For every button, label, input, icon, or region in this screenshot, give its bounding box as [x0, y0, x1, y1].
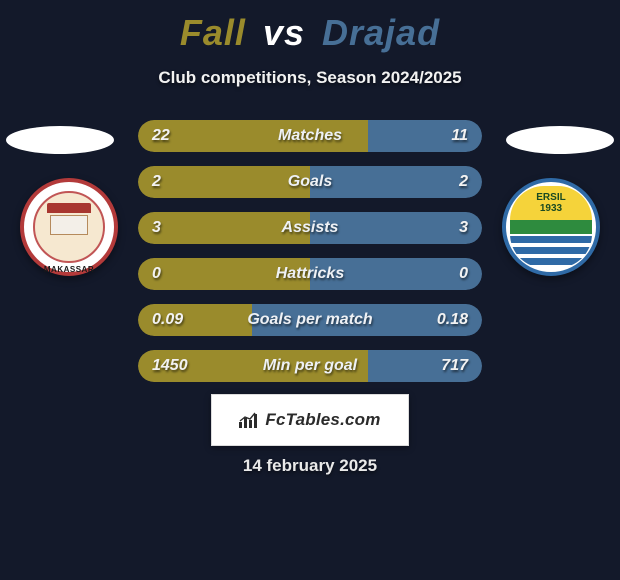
- stats-panel: 2211Matches22Goals33Assists00Hattricks0.…: [138, 120, 482, 396]
- comparison-container: Fall vs Drajad Club competitions, Season…: [0, 0, 620, 580]
- badge-roof-shape: [47, 203, 91, 213]
- stat-value-left: 0.09: [138, 304, 197, 336]
- stat-value-left: 0: [138, 258, 175, 290]
- stat-value-left: 3: [138, 212, 175, 244]
- stat-value-left: 1450: [138, 350, 202, 382]
- stat-value-left: 2: [138, 166, 175, 198]
- player2-name: Drajad: [322, 12, 440, 53]
- brand-text: FcTables.com: [265, 410, 380, 430]
- brand-chart-icon: [239, 412, 259, 428]
- badge-house-shape: [50, 215, 88, 235]
- date-text: 14 february 2025: [0, 456, 620, 476]
- club-badge-right-text1: ERSIL: [536, 192, 565, 203]
- wave-shape: [510, 258, 592, 265]
- player1-name: Fall: [180, 12, 246, 53]
- stat-row: 0.090.18Goals per match: [138, 304, 482, 336]
- page-title: Fall vs Drajad: [0, 12, 620, 54]
- vs-label: vs: [263, 12, 305, 53]
- club-badge-right-top: ERSIL 1933: [510, 186, 592, 220]
- stat-value-right: 3: [445, 212, 482, 244]
- club-badge-left-inner: [33, 191, 105, 263]
- oval-right: [506, 126, 614, 154]
- stat-row: 22Goals: [138, 166, 482, 198]
- stat-value-right: 717: [427, 350, 482, 382]
- stat-row: 00Hattricks: [138, 258, 482, 290]
- club-badge-right-waves: [510, 234, 592, 268]
- stat-value-right: 2: [445, 166, 482, 198]
- club-badge-left: MAKASSAR: [20, 178, 118, 276]
- club-badge-right-text2: 1933: [540, 203, 562, 214]
- stat-row: 33Assists: [138, 212, 482, 244]
- stat-value-left: 22: [138, 120, 184, 152]
- club-badge-left-text: MAKASSAR: [44, 265, 94, 274]
- wave-shape: [510, 247, 592, 254]
- wave-shape: [510, 236, 592, 243]
- stat-row: 1450717Min per goal: [138, 350, 482, 382]
- club-badge-right: ERSIL 1933: [502, 178, 600, 276]
- club-badge-right-band: [510, 220, 592, 234]
- stat-row: 2211Matches: [138, 120, 482, 152]
- stat-value-right: 0.18: [423, 304, 482, 336]
- stat-value-right: 0: [445, 258, 482, 290]
- oval-left: [6, 126, 114, 154]
- subtitle: Club competitions, Season 2024/2025: [0, 68, 620, 88]
- stat-value-right: 11: [437, 120, 482, 152]
- brand-box[interactable]: FcTables.com: [211, 394, 409, 446]
